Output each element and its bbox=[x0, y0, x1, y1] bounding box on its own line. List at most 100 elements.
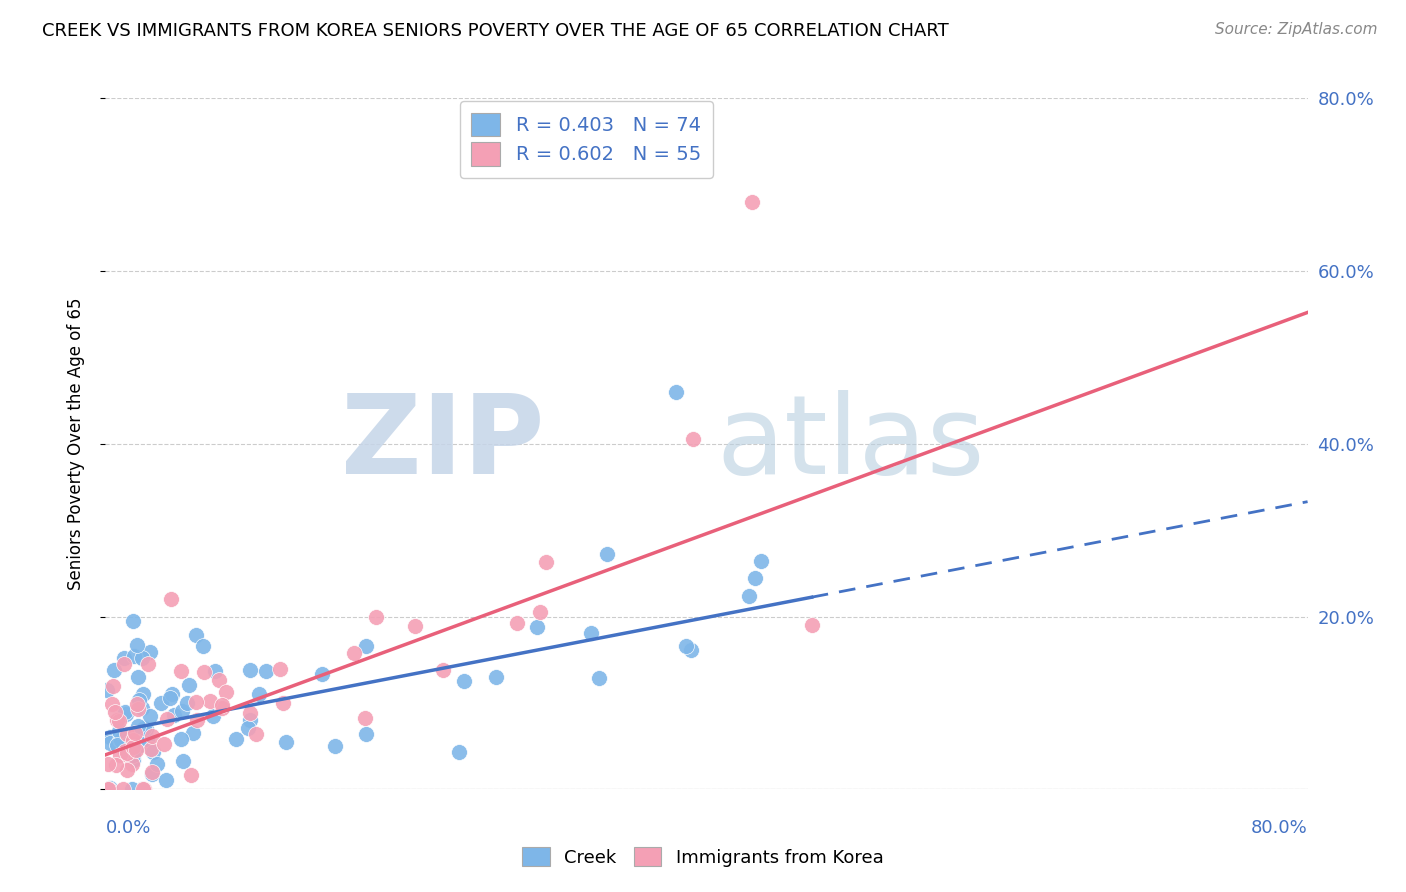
Y-axis label: Seniors Poverty Over the Age of 65: Seniors Poverty Over the Age of 65 bbox=[66, 298, 84, 590]
Point bbox=[141, 767, 163, 781]
Text: atlas: atlas bbox=[717, 391, 986, 497]
Point bbox=[160, 687, 183, 701]
Point bbox=[129, 738, 152, 752]
Point bbox=[675, 639, 697, 653]
Point bbox=[254, 664, 277, 678]
Point bbox=[156, 712, 179, 726]
Point bbox=[104, 705, 127, 719]
Point bbox=[142, 745, 165, 759]
Point bbox=[744, 571, 766, 585]
Point bbox=[136, 657, 159, 671]
Legend: Creek, Immigrants from Korea: Creek, Immigrants from Korea bbox=[515, 840, 891, 874]
Point bbox=[97, 781, 120, 796]
Point bbox=[139, 709, 162, 723]
Point bbox=[343, 646, 366, 660]
Point bbox=[121, 614, 143, 628]
Point bbox=[186, 713, 208, 727]
Point bbox=[127, 670, 149, 684]
Point bbox=[160, 592, 183, 607]
Point bbox=[749, 554, 772, 568]
Point bbox=[103, 663, 125, 677]
Point bbox=[274, 735, 297, 749]
Point bbox=[127, 702, 149, 716]
Point bbox=[273, 696, 295, 710]
Point bbox=[121, 739, 143, 754]
Point bbox=[529, 605, 551, 619]
Point bbox=[122, 753, 145, 767]
Point bbox=[98, 735, 121, 749]
Point bbox=[741, 194, 763, 209]
Point bbox=[108, 714, 131, 729]
Point bbox=[127, 719, 149, 733]
Point bbox=[110, 732, 132, 747]
Point bbox=[135, 722, 157, 736]
Point bbox=[204, 664, 226, 678]
Point bbox=[404, 619, 426, 633]
Point bbox=[506, 616, 529, 631]
Point bbox=[105, 758, 128, 772]
Point bbox=[131, 781, 153, 796]
Text: 0.0%: 0.0% bbox=[105, 819, 150, 837]
Point bbox=[186, 628, 208, 642]
Point bbox=[236, 721, 259, 735]
Point bbox=[105, 713, 128, 727]
Point bbox=[536, 555, 558, 569]
Point bbox=[139, 645, 162, 659]
Point bbox=[153, 737, 176, 751]
Point bbox=[170, 704, 193, 718]
Point bbox=[180, 768, 202, 782]
Point bbox=[453, 674, 475, 689]
Point bbox=[679, 643, 702, 657]
Point bbox=[211, 698, 233, 712]
Text: 80.0%: 80.0% bbox=[1251, 819, 1308, 837]
Point bbox=[323, 739, 346, 753]
Point bbox=[121, 781, 143, 796]
Point bbox=[108, 748, 131, 763]
Point bbox=[108, 724, 131, 739]
Point bbox=[354, 711, 377, 725]
Point bbox=[124, 725, 146, 739]
Point bbox=[211, 701, 233, 715]
Point bbox=[128, 693, 150, 707]
Point bbox=[447, 745, 470, 759]
Point bbox=[170, 731, 193, 746]
Point bbox=[364, 609, 387, 624]
Point bbox=[588, 672, 610, 686]
Point bbox=[124, 649, 146, 664]
Point bbox=[201, 709, 224, 723]
Point bbox=[485, 670, 508, 684]
Point bbox=[101, 679, 124, 693]
Point bbox=[800, 618, 823, 632]
Point bbox=[596, 547, 619, 561]
Point bbox=[115, 747, 138, 761]
Point bbox=[125, 742, 148, 756]
Point bbox=[122, 747, 145, 762]
Point bbox=[225, 731, 247, 746]
Point bbox=[127, 639, 149, 653]
Point bbox=[200, 694, 222, 708]
Point bbox=[132, 687, 155, 701]
Point bbox=[354, 639, 377, 653]
Point bbox=[665, 384, 688, 399]
Point bbox=[170, 664, 193, 678]
Point bbox=[737, 589, 759, 603]
Point bbox=[131, 700, 153, 714]
Point bbox=[159, 690, 181, 705]
Text: Source: ZipAtlas.com: Source: ZipAtlas.com bbox=[1215, 22, 1378, 37]
Text: CREEK VS IMMIGRANTS FROM KOREA SENIORS POVERTY OVER THE AGE OF 65 CORRELATION CH: CREEK VS IMMIGRANTS FROM KOREA SENIORS P… bbox=[42, 22, 949, 40]
Point bbox=[101, 697, 124, 711]
Point bbox=[98, 781, 121, 796]
Point bbox=[239, 664, 262, 678]
Point bbox=[139, 742, 162, 756]
Point bbox=[432, 663, 454, 677]
Point bbox=[112, 657, 135, 671]
Point bbox=[269, 662, 291, 676]
Point bbox=[172, 754, 194, 768]
Point bbox=[132, 781, 155, 796]
Point bbox=[136, 731, 159, 746]
Point bbox=[97, 757, 120, 772]
Point bbox=[117, 726, 139, 740]
Point bbox=[98, 730, 121, 744]
Point bbox=[177, 678, 200, 692]
Point bbox=[145, 757, 167, 772]
